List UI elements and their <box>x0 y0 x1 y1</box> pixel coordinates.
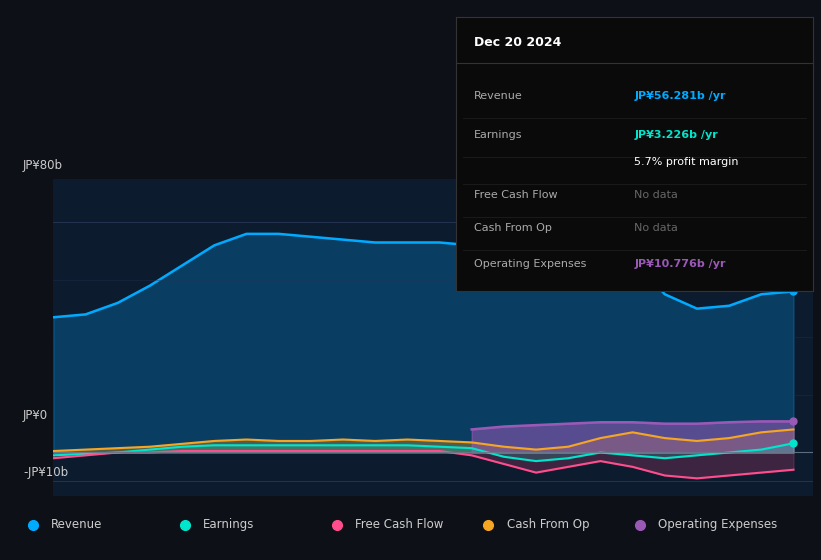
Text: JP¥0: JP¥0 <box>23 409 48 422</box>
Text: Earnings: Earnings <box>203 518 255 531</box>
Text: Dec 20 2024: Dec 20 2024 <box>474 36 561 49</box>
Text: Revenue: Revenue <box>51 518 103 531</box>
Text: JP¥3.226b /yr: JP¥3.226b /yr <box>635 130 718 140</box>
Text: No data: No data <box>635 190 678 200</box>
Text: No data: No data <box>635 223 678 233</box>
Text: Cash From Op: Cash From Op <box>507 518 589 531</box>
Text: JP¥80b: JP¥80b <box>23 160 63 172</box>
Text: Revenue: Revenue <box>474 91 522 101</box>
Text: Operating Expenses: Operating Expenses <box>474 259 586 269</box>
Text: JP¥10.776b /yr: JP¥10.776b /yr <box>635 259 726 269</box>
Text: Free Cash Flow: Free Cash Flow <box>355 518 443 531</box>
Text: Cash From Op: Cash From Op <box>474 223 552 233</box>
Text: Operating Expenses: Operating Expenses <box>658 518 777 531</box>
Text: Free Cash Flow: Free Cash Flow <box>474 190 557 200</box>
Text: Earnings: Earnings <box>474 130 522 140</box>
Text: 5.7% profit margin: 5.7% profit margin <box>635 157 739 167</box>
Text: JP¥56.281b /yr: JP¥56.281b /yr <box>635 91 726 101</box>
Text: -JP¥10b: -JP¥10b <box>23 466 68 479</box>
